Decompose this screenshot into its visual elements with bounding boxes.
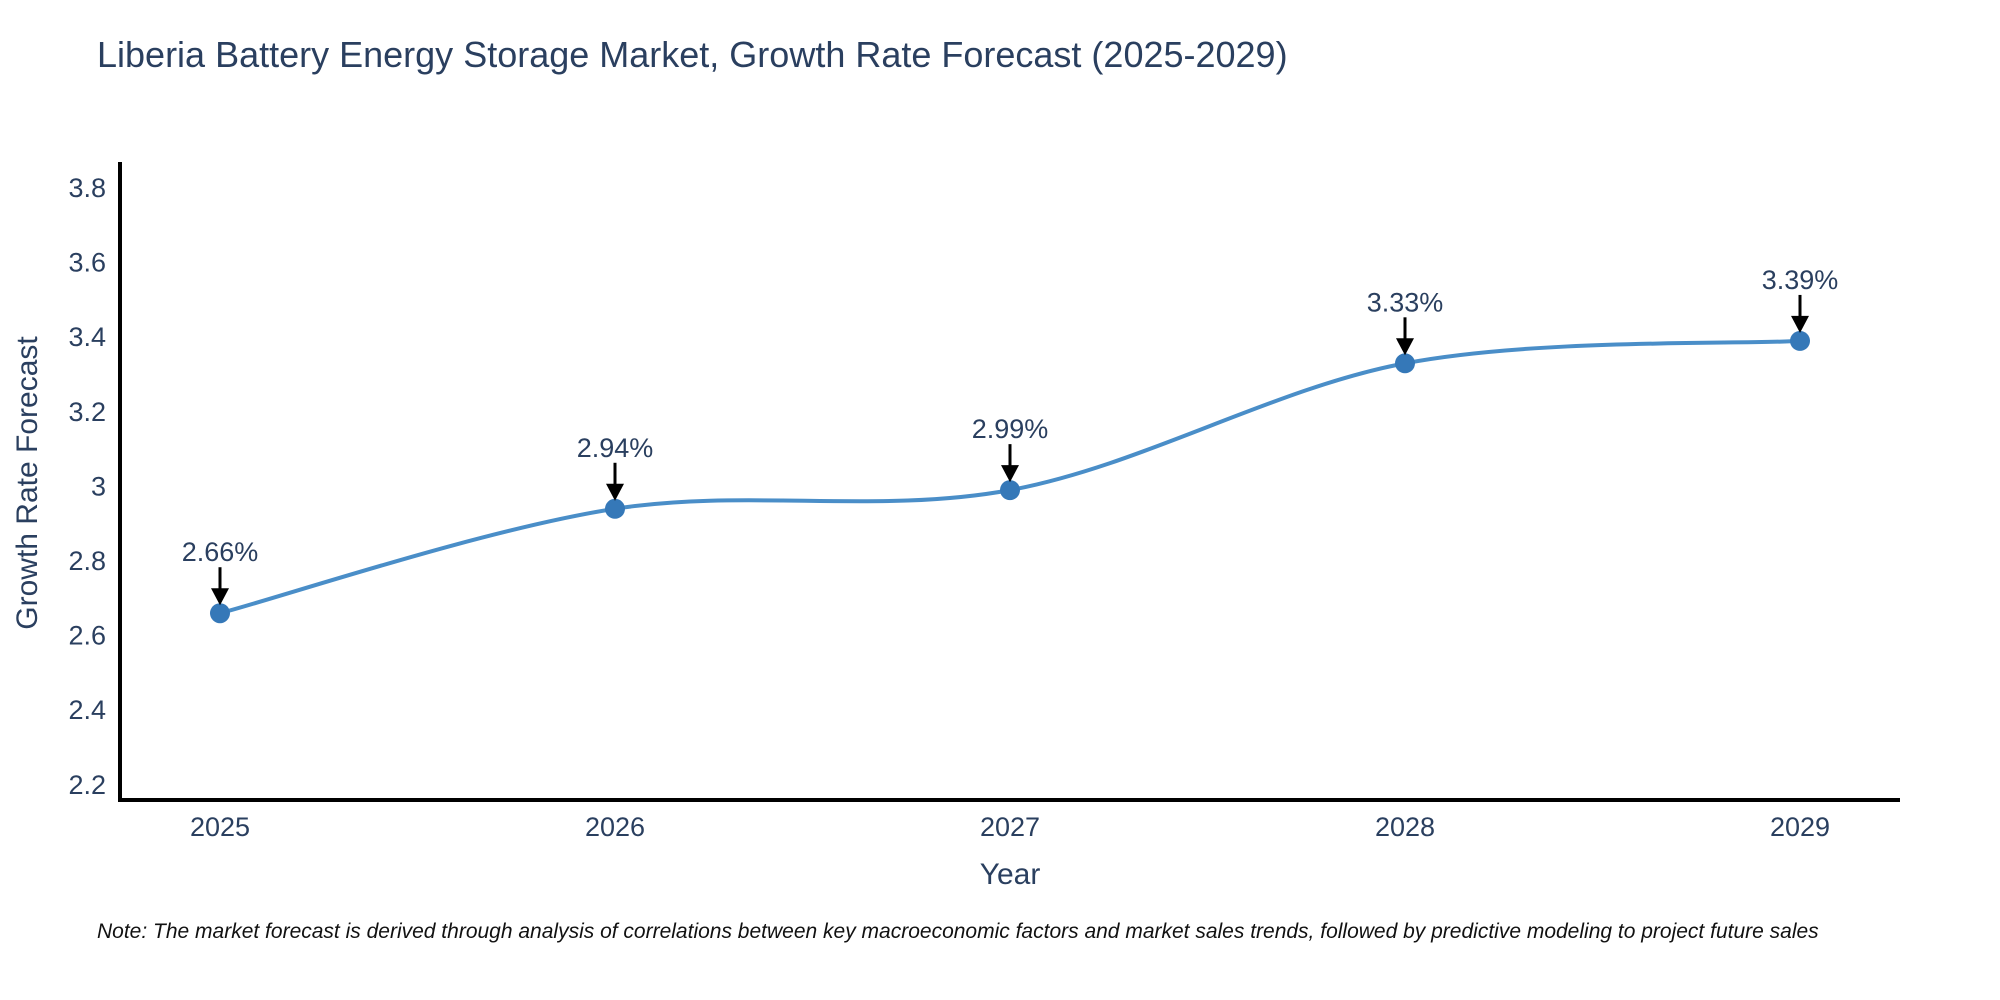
data-point-marker-2027 (1000, 480, 1020, 501)
y-tick-label: 3.8 (68, 173, 106, 203)
data-point-marker-2025 (210, 603, 230, 624)
axis-lines (118, 162, 1900, 802)
y-tick-label: 2.8 (68, 546, 106, 576)
y-tick-label: 3.6 (68, 248, 106, 278)
x-axis-title: Year (979, 858, 1041, 891)
y-tick-label: 2.4 (68, 695, 106, 725)
y-tick-label: 2.2 (68, 770, 106, 800)
annotation-arrow-head (211, 588, 229, 606)
point-label-2026: 2.94% (577, 433, 654, 463)
x-tick-label: 2027 (980, 812, 1040, 842)
data-point-marker-2026 (605, 498, 625, 519)
x-tick-label: 2028 (1375, 812, 1435, 842)
y-tick-label: 3 (91, 471, 106, 501)
y-tick-label: 3.4 (68, 322, 106, 352)
x-tick-label: 2029 (1770, 812, 1830, 842)
y-tick-label: 2.6 (68, 621, 106, 651)
x-tick-label: 2025 (190, 812, 250, 842)
footnote: Note: The market forecast is derived thr… (97, 920, 1819, 943)
data-point-marker-2029 (1790, 330, 1810, 351)
annotation-arrow-head (1791, 315, 1809, 333)
annotation-arrow-head (606, 483, 624, 501)
annotation-arrow-head (1396, 338, 1414, 356)
point-label-2029: 3.39% (1762, 265, 1839, 295)
point-label-2028: 3.33% (1367, 287, 1444, 317)
chart-title: Liberia Battery Energy Storage Market, G… (97, 34, 1288, 75)
point-label-2027: 2.99% (972, 414, 1049, 444)
y-tick-label: 3.2 (68, 397, 106, 427)
x-tick-label: 2026 (585, 812, 645, 842)
point-label-2025: 2.66% (182, 537, 259, 567)
annotation-arrow-head (1001, 465, 1019, 483)
data-point-marker-2028 (1395, 353, 1415, 374)
